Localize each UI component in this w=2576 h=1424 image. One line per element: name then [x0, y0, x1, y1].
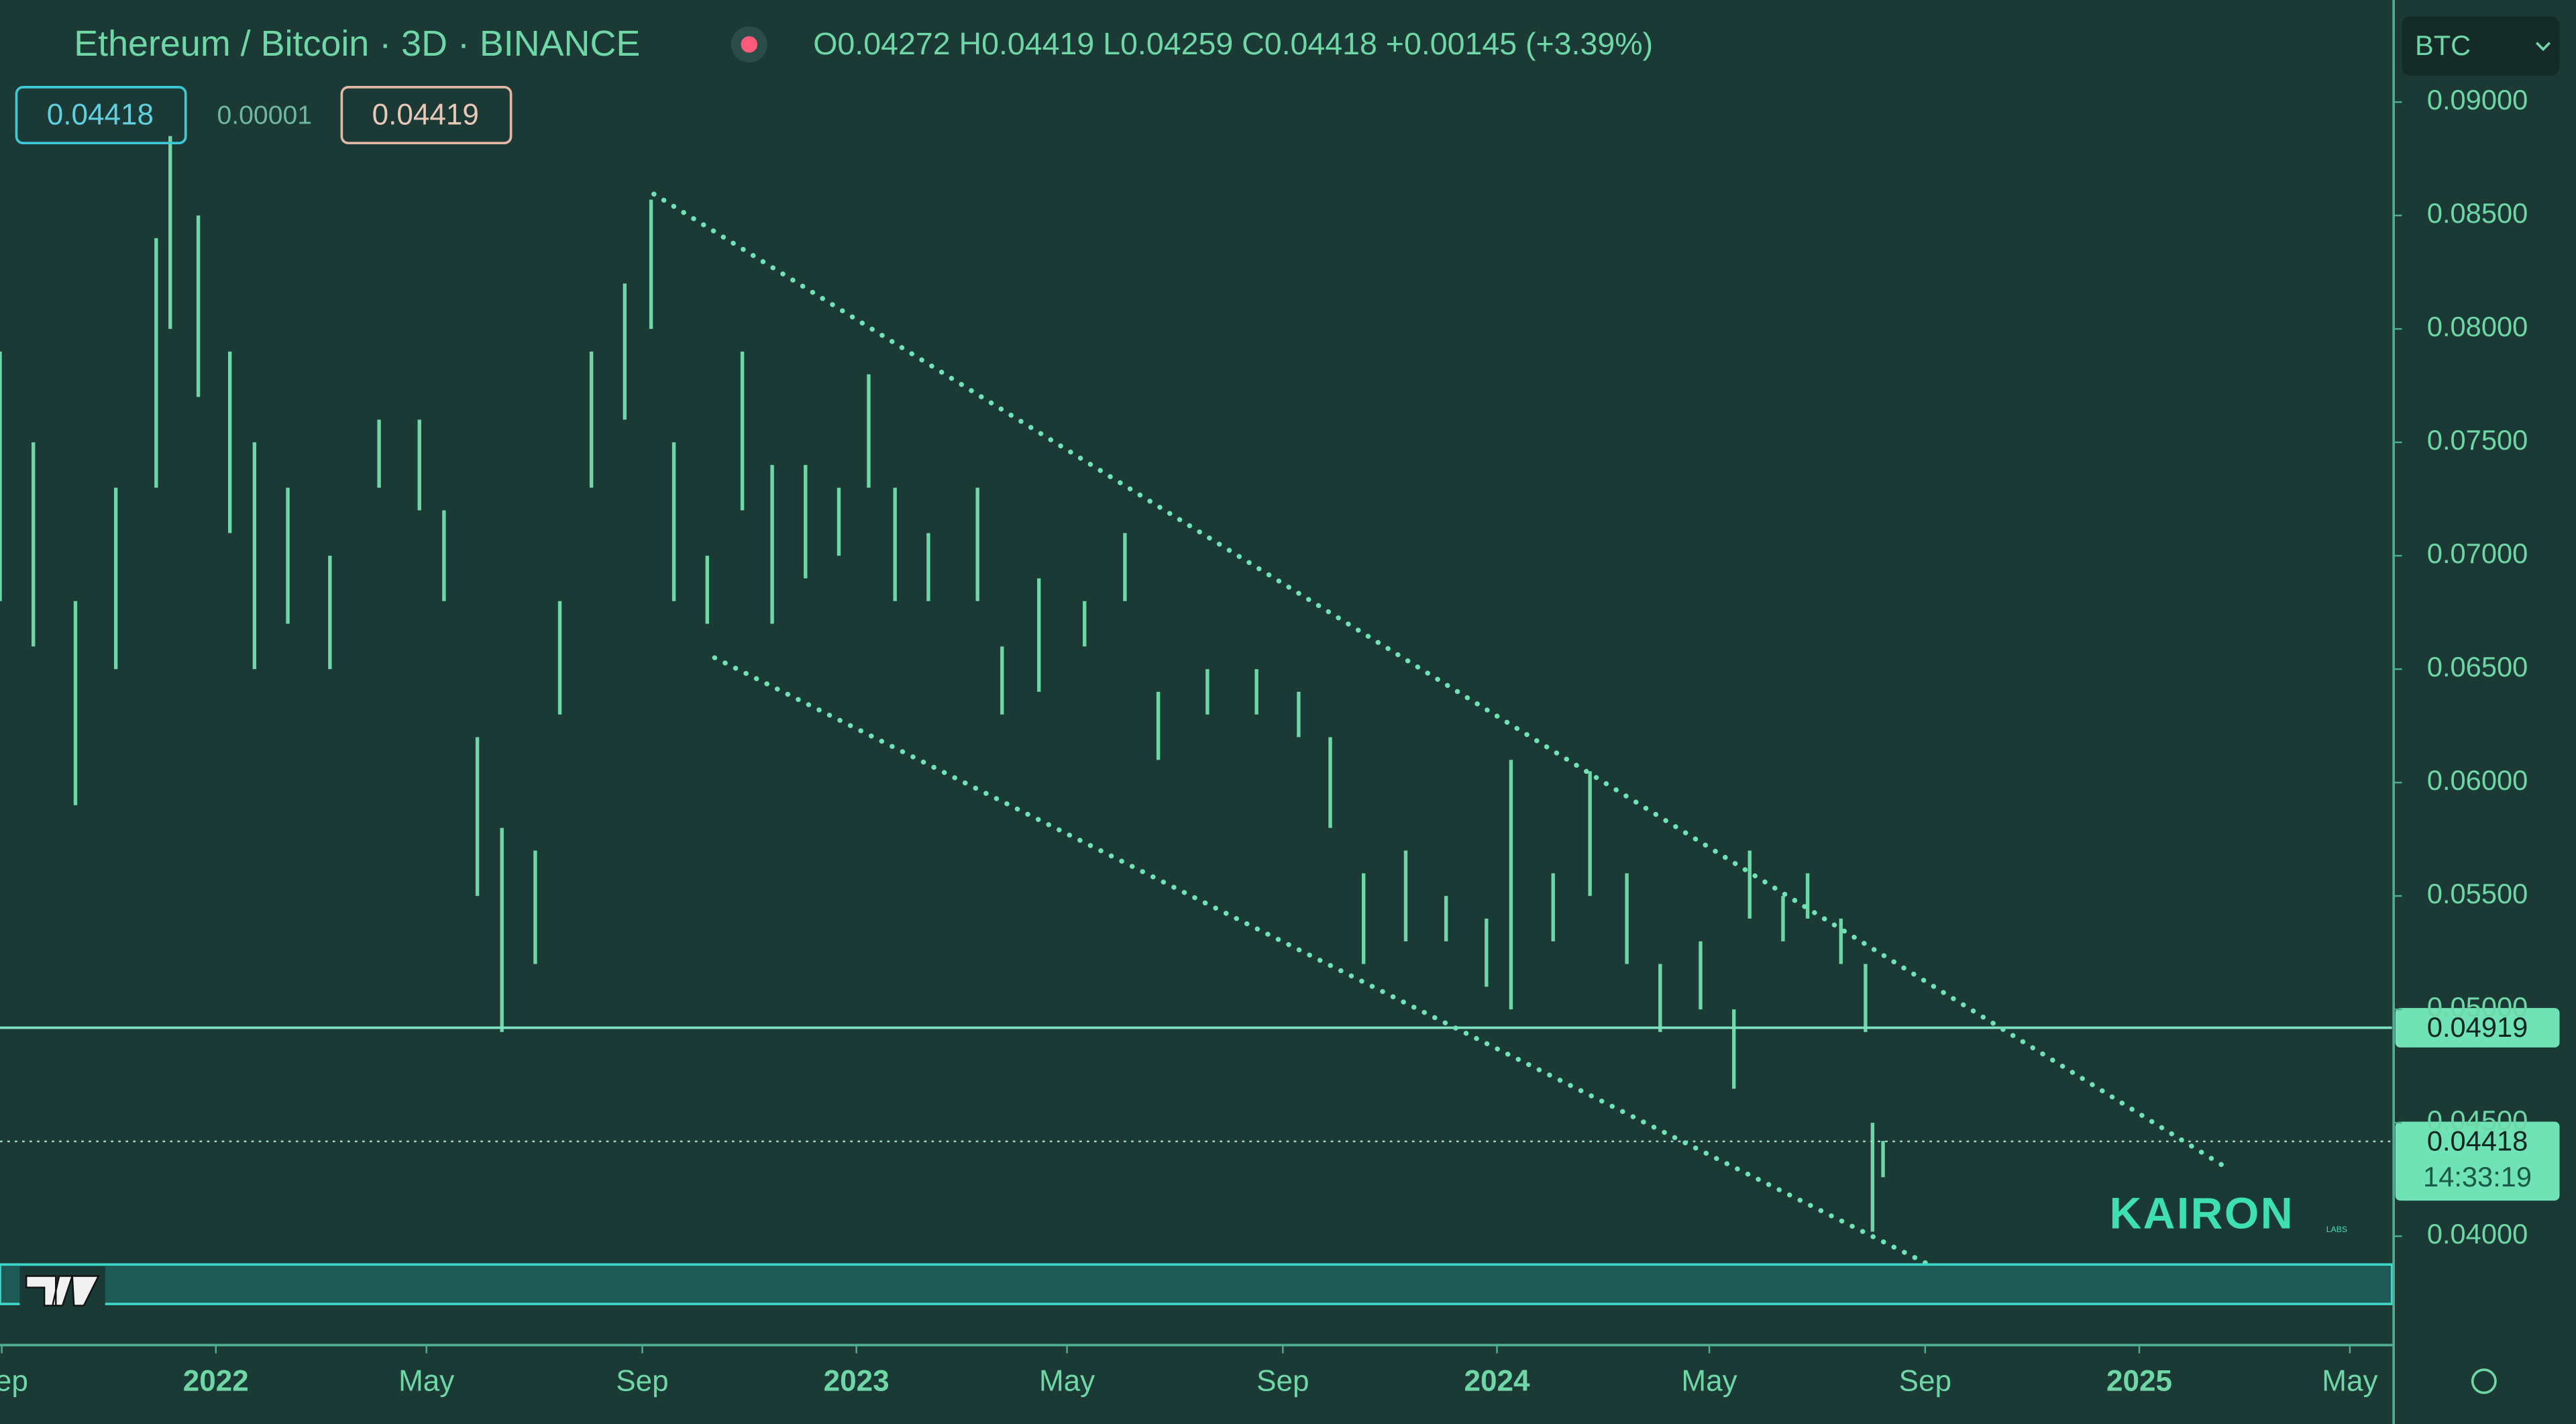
ask-box[interactable] [340, 86, 513, 145]
x-tick-label: Sep [616, 1364, 668, 1397]
y-tick-label: 0.07500 [2427, 424, 2528, 456]
y-tick-label: 0.05500 [2427, 878, 2528, 909]
spread: 0.00001 [217, 101, 312, 130]
price-tag [2395, 1008, 2560, 1048]
y-tick-label: 0.06500 [2427, 651, 2528, 682]
settings-icon[interactable] [2471, 1368, 2497, 1394]
price-tag-label: 0.04418 [2427, 1125, 2528, 1156]
chevron [2535, 42, 2551, 52]
status-dot [741, 36, 757, 53]
symbol-title: Ethereum / Bitcoin · 3D · BINANCE [74, 23, 640, 64]
y-tick-label: 0.04000 [2427, 1218, 2528, 1250]
y-tick-label: 0.04500 [2427, 1105, 2528, 1136]
tv-logo [19, 1266, 105, 1313]
x-tick-label: May [1039, 1364, 1095, 1397]
y-tick-label: 0.05000 [2427, 991, 2528, 1023]
bid: 0.04418 [47, 99, 154, 132]
currency: BTC [2415, 30, 2471, 61]
indicator-band [0, 1263, 2394, 1305]
countdown: 14:33:19 [2423, 1161, 2532, 1192]
y-tick-label: 0.07000 [2427, 538, 2528, 569]
x-tick-label: 2022 [183, 1364, 249, 1397]
price-tag-label: 0.04919 [2427, 1011, 2528, 1043]
watermark-sub: LABS [2326, 1225, 2347, 1234]
x-tick-label: Sep [1256, 1364, 1309, 1397]
price-tag [2395, 1121, 2560, 1201]
currency-select[interactable] [2402, 16, 2560, 76]
ask: 0.04419 [372, 99, 479, 132]
x-tick-label: May [398, 1364, 454, 1397]
y-tick-label: 0.08500 [2427, 197, 2528, 229]
x-tick-label: 2025 [2106, 1364, 2172, 1397]
x-tick-label: Sep [0, 1364, 28, 1397]
price-labels: 0.04919 0.04418 14:33:19 [2395, 1008, 2560, 1201]
x-tick-label: Sep [1899, 1364, 1951, 1397]
x-tick-label: 2024 [1464, 1364, 1530, 1397]
bid-box[interactable] [15, 86, 187, 145]
x-tick-label: May [1681, 1364, 1737, 1397]
watermark: KAIRON [2109, 1189, 2294, 1239]
ohlc: O0.04272 H0.04419 L0.04259 C0.04418 +0.0… [813, 26, 1653, 61]
plot [0, 136, 2392, 1232]
channel-upper [651, 191, 2229, 1170]
y-tick-label: 0.08000 [2427, 311, 2528, 342]
y-tick-label: 0.09000 [2427, 84, 2528, 115]
x-tick-label: May [2322, 1364, 2377, 1397]
x-tick-label: 2023 [824, 1364, 890, 1397]
y-tick-label: 0.06000 [2427, 764, 2528, 796]
